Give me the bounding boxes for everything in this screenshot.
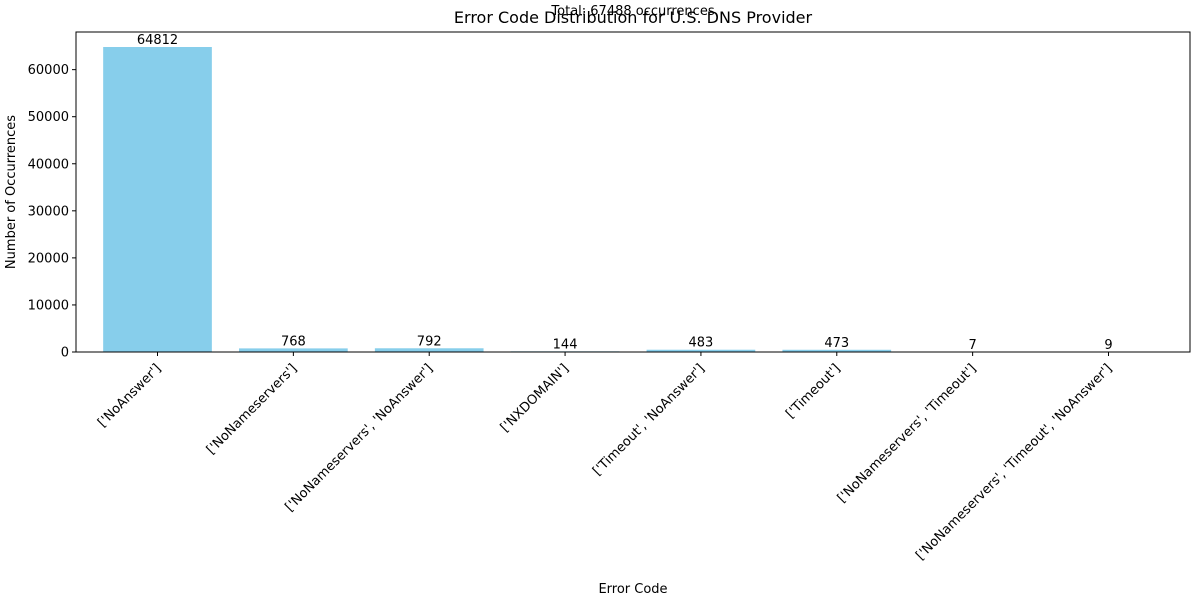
bar-value-label: 483 [689,336,714,351]
chart-total-subtitle: Total: 67488 occurrences [550,4,714,19]
y-tick-label: 40000 [28,157,69,172]
bar [646,349,756,352]
chart-title: Error Code Distribution for U.S. DNS Pro… [454,8,813,27]
bar-value-label: 144 [553,337,578,352]
x-axis-ticks: ['NoAnswer'] ['NoNameservers']['NoNameser… [95,352,1115,563]
y-tick-label: 20000 [28,251,69,266]
y-tick-label: 30000 [28,204,69,219]
bar [103,47,212,353]
bar-value-label: 7 [968,338,976,353]
x-tick-label: ['NoNameservers', 'NoAnswer'] [282,361,436,515]
y-tick-label: 0 [61,346,69,361]
bar-value-label: 473 [824,336,849,351]
bar-value-label: 792 [417,334,442,349]
axes-frame [75,31,1191,353]
x-tick-label: ['Timeout', 'NoAnswer'] [590,361,708,479]
x-tick-label: ['NoNameservers', 'Timeout'] [835,361,980,506]
x-axis-label: Error Code [598,582,667,597]
bar-value-label: 64812 [137,33,178,48]
x-tick-label: ['NoNameservers'] [204,361,300,457]
y-axis-label: Number of Occurrences [4,115,19,269]
x-tick-label: ['NXDOMAIN'] [498,361,572,435]
bar [239,348,348,352]
y-axis-ticks: 0 10000 20000 30000 40000 50000 60000 [28,63,76,361]
y-tick-label: 50000 [28,110,69,125]
bar-value-label: 768 [281,334,306,349]
axes-border [75,31,1191,353]
y-tick-label: 10000 [28,298,69,313]
bar-value-label: 9 [1104,338,1112,353]
x-tick-label: ['Timeout'] [783,361,843,421]
bar [782,349,892,352]
data-label-group: 64812 768 792 144 483 473 7 9 [137,33,1113,353]
x-tick-label: ['NoAnswer'] [95,361,164,430]
bar [374,348,484,352]
bar-group [103,47,1163,353]
y-tick-label: 60000 [28,63,69,78]
